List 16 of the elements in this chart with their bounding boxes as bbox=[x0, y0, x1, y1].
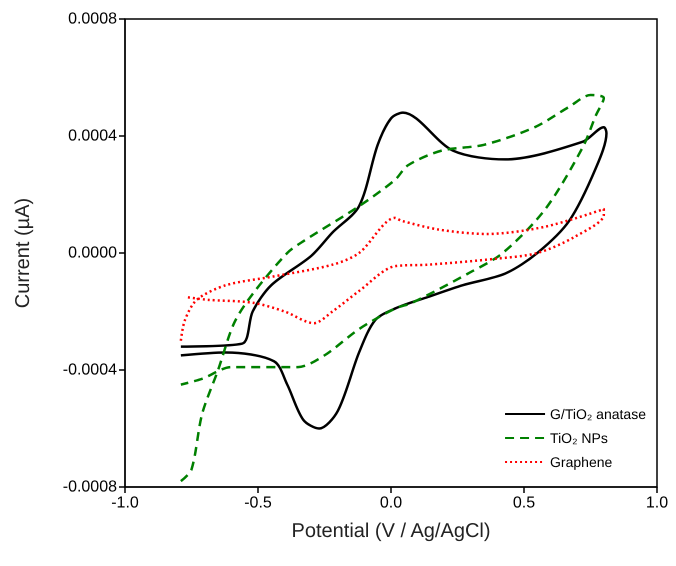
y-tick-label: -0.0008 bbox=[62, 478, 118, 496]
y-axis-title: Current (µA) bbox=[12, 198, 34, 308]
y-tick-label: -0.0004 bbox=[62, 362, 118, 378]
y-tick-label: 0.0004 bbox=[68, 128, 118, 144]
y-tick-label: 0.0000 bbox=[68, 244, 118, 262]
x-tick-label: -0.5 bbox=[244, 494, 272, 512]
y-tick-label: 0.0008 bbox=[68, 10, 118, 28]
legend-label: TiO₂ NPs bbox=[550, 430, 608, 446]
legend-label: G/TiO₂ anatase bbox=[550, 406, 646, 422]
x-tick-label: 0.5 bbox=[512, 494, 536, 512]
x-tick-label: -1.0 bbox=[111, 494, 139, 512]
line-series bbox=[180, 208, 606, 342]
x-tick-label: 1.0 bbox=[646, 494, 668, 512]
x-tick-label: 0.0 bbox=[380, 494, 402, 512]
x-axis-title: Potential (V / Ag/AgCl) bbox=[292, 520, 490, 542]
legend-label: Graphene bbox=[550, 454, 613, 470]
